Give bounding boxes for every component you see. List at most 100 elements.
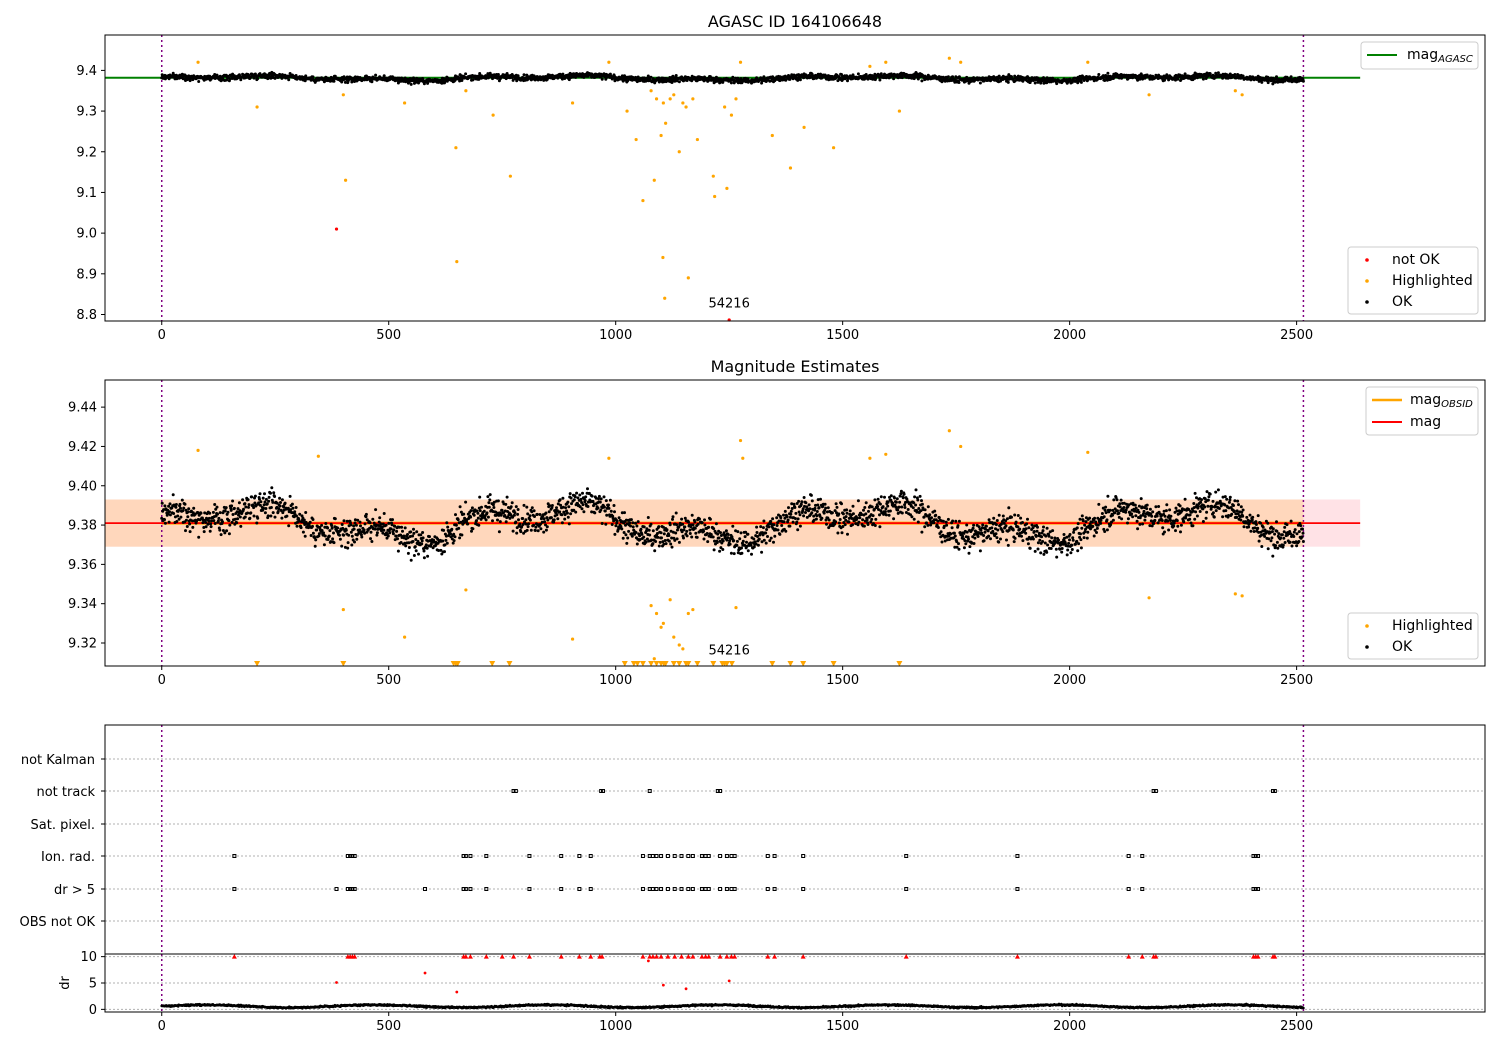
ok-point xyxy=(445,521,449,525)
highlighted-point xyxy=(491,113,495,117)
ok-point xyxy=(714,522,718,526)
highlighted-point xyxy=(684,105,688,109)
ok-point xyxy=(961,534,965,538)
ok-point xyxy=(834,520,838,524)
ok-point xyxy=(167,520,171,524)
ok-point xyxy=(1188,517,1192,521)
ok-point xyxy=(246,511,250,515)
ok-point xyxy=(1026,517,1029,521)
ok-point xyxy=(475,519,478,523)
ok-point xyxy=(636,75,640,79)
ok-point xyxy=(246,498,250,502)
ok-point xyxy=(978,549,982,553)
ok-point xyxy=(241,498,245,502)
ok-point xyxy=(442,528,446,532)
ok-point xyxy=(1100,512,1104,515)
ok-point xyxy=(1026,542,1030,546)
ok-point xyxy=(303,534,307,538)
ok-point xyxy=(415,530,419,534)
ok-point xyxy=(1104,511,1108,515)
ok-point xyxy=(469,515,473,519)
ok-point xyxy=(612,504,616,507)
ok-point xyxy=(734,76,738,80)
ok-point xyxy=(1174,506,1178,510)
ok-point xyxy=(685,79,689,82)
ok-point xyxy=(560,521,564,525)
ok-point xyxy=(223,509,227,513)
ok-point xyxy=(282,505,286,509)
ok-point xyxy=(344,528,348,532)
ok-point xyxy=(1071,538,1075,542)
ok-point xyxy=(941,519,945,523)
ok-point xyxy=(535,512,539,516)
ok-point xyxy=(809,493,813,497)
ok-point xyxy=(294,506,298,509)
ok-point xyxy=(346,541,350,545)
ok-point xyxy=(1099,518,1103,522)
ok-point xyxy=(780,524,784,527)
ok-point xyxy=(1233,73,1237,76)
ok-point xyxy=(873,498,877,502)
ok-point xyxy=(946,517,950,521)
ok-point xyxy=(546,518,550,522)
ok-point xyxy=(703,518,706,522)
ok-point xyxy=(807,503,811,507)
ok-point xyxy=(1241,514,1245,518)
ok-point xyxy=(326,526,330,530)
ok-point xyxy=(527,522,531,526)
ok-point xyxy=(788,524,792,528)
ok-point xyxy=(765,528,769,531)
ok-point xyxy=(940,540,944,544)
ok-point xyxy=(496,73,500,76)
ok-point xyxy=(388,531,392,535)
ok-point xyxy=(188,79,192,83)
ok-point xyxy=(371,517,375,521)
ok-point xyxy=(1013,513,1017,517)
ok-point xyxy=(760,550,764,554)
ok-point xyxy=(1237,503,1240,507)
ok-point xyxy=(609,509,613,513)
ok-point xyxy=(1241,74,1245,78)
ok-point xyxy=(188,522,192,526)
ok-point xyxy=(352,524,356,528)
ok-point xyxy=(718,549,722,553)
ok-point xyxy=(804,511,807,514)
ok-point xyxy=(1224,509,1228,513)
ok-point xyxy=(1019,516,1023,520)
ok-point xyxy=(216,512,219,516)
ok-point xyxy=(920,79,924,83)
ok-point xyxy=(264,507,268,510)
ok-point xyxy=(855,516,859,520)
ok-point xyxy=(215,505,219,509)
ok-point xyxy=(1143,515,1147,518)
highlighted-point xyxy=(1086,60,1090,64)
ok-point xyxy=(670,545,674,549)
ok-point xyxy=(328,529,332,533)
highlighted-point xyxy=(464,89,468,93)
ok-point xyxy=(184,508,188,512)
ok-point xyxy=(636,520,640,524)
ok-point xyxy=(532,509,536,513)
ok-point xyxy=(898,500,902,504)
ok-point xyxy=(412,554,416,557)
ok-point xyxy=(1214,509,1218,513)
ok-point xyxy=(1033,81,1037,85)
ok-point xyxy=(487,501,491,505)
ok-point xyxy=(651,542,655,546)
ok-point xyxy=(752,537,756,541)
ok-point xyxy=(886,504,890,508)
highlighted-point xyxy=(738,60,743,64)
ok-point xyxy=(1227,500,1231,504)
ok-point xyxy=(973,536,977,540)
ok-point xyxy=(772,523,776,527)
ok-point xyxy=(340,80,344,84)
ok-point xyxy=(208,529,212,533)
ok-point xyxy=(273,515,277,519)
ok-point xyxy=(1005,517,1009,521)
ok-point xyxy=(488,498,492,502)
ok-point xyxy=(1194,510,1198,514)
ok-point xyxy=(1060,547,1064,550)
ok-point xyxy=(573,495,577,499)
ok-point xyxy=(593,511,597,515)
ok-point xyxy=(488,71,492,75)
